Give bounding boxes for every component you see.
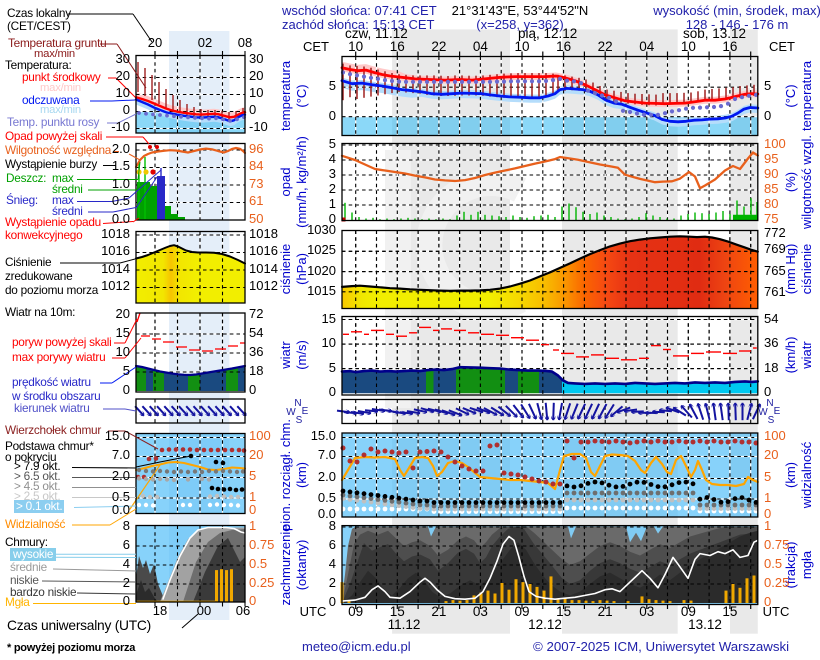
svg-text:(m/s): (m/s) <box>294 340 309 370</box>
svg-text:temperatura: temperatura <box>799 60 814 131</box>
svg-text:wiatr: wiatr <box>278 341 293 370</box>
svg-text:(%): (%) <box>783 172 798 192</box>
svg-text:(oktanty): (oktanty) <box>294 540 309 591</box>
svg-text:temperatura: temperatura <box>278 60 293 131</box>
svg-text:pion. rozciągł. chm.: pion. rozciągł. chm. <box>278 419 293 531</box>
svg-text:ciśnienie: ciśnienie <box>799 244 814 295</box>
svg-text:mgła: mgła <box>799 550 814 579</box>
svg-text:zachmurzenie: zachmurzenie <box>278 525 293 606</box>
svg-text:widzialność: widzialność <box>799 441 814 509</box>
svg-text:wiatr: wiatr <box>799 341 814 370</box>
svg-text:opad: opad <box>278 168 293 197</box>
svg-text:(°C): (°C) <box>783 84 798 107</box>
svg-text:(km): (km) <box>783 462 798 488</box>
svg-text:ciśnienie: ciśnienie <box>278 244 293 295</box>
svg-text:(frakcja): (frakcja) <box>783 542 798 589</box>
svg-text:(km/h): (km/h) <box>783 337 798 374</box>
svg-text:(hPa): (hPa) <box>294 253 309 285</box>
svg-text:(°C): (°C) <box>294 84 309 107</box>
svg-text:(mm/h, kg/m²/h): (mm/h, kg/m²/h) <box>294 136 309 228</box>
svg-text:(km): (km) <box>294 462 309 488</box>
svg-text:wilgotność wzgl.: wilgotność wzgl. <box>799 135 814 230</box>
svg-text:(mm Hg): (mm Hg) <box>783 244 798 295</box>
